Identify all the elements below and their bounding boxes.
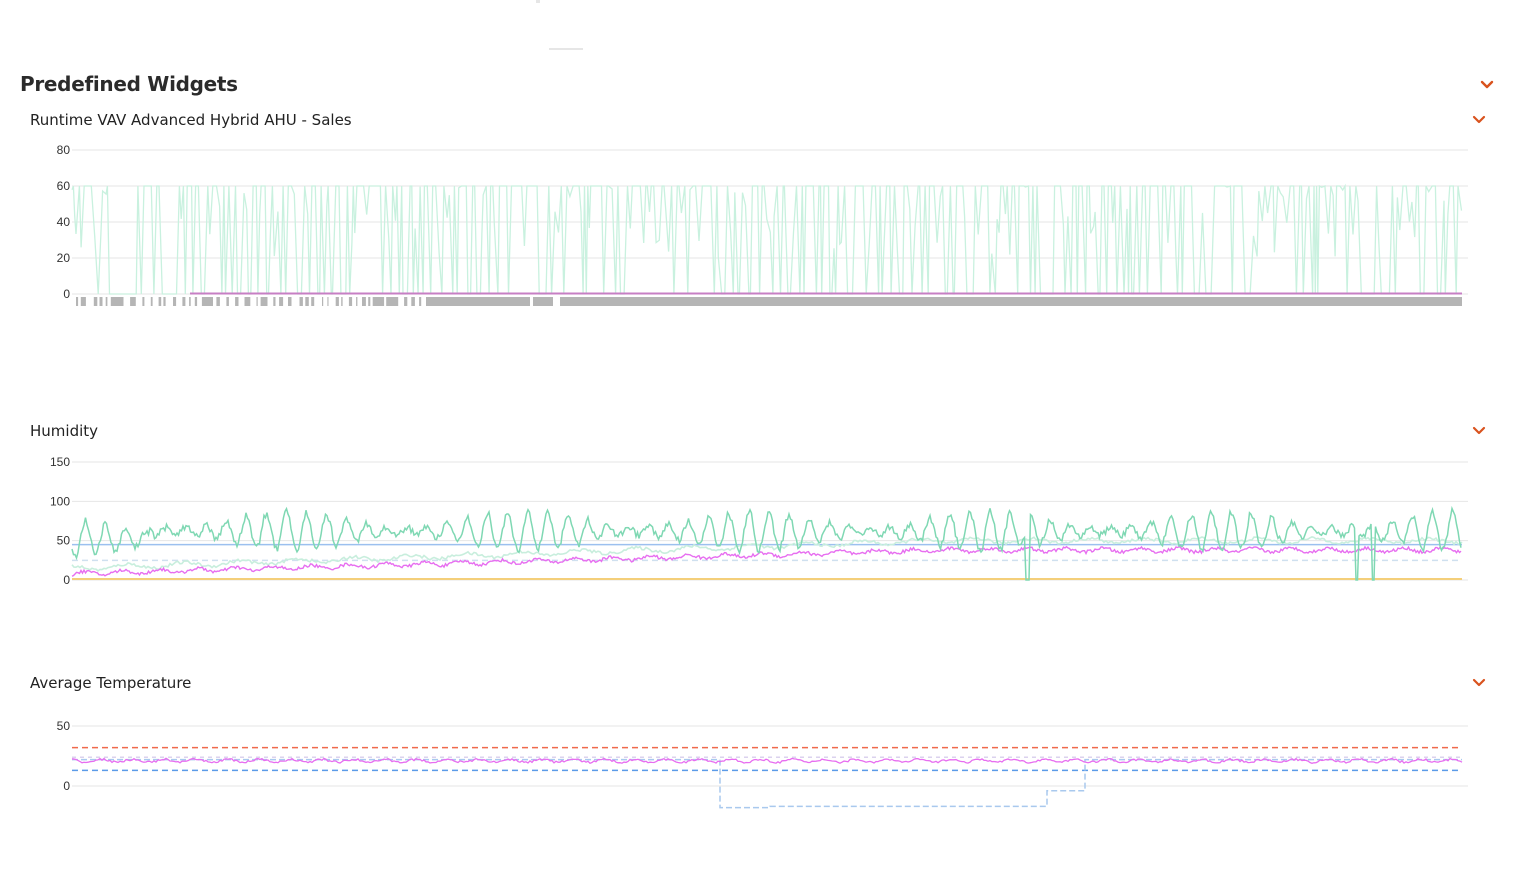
y-tick-label: 40 — [57, 215, 71, 229]
y-tick-label: 0 — [63, 287, 70, 301]
occupancy-segment — [299, 297, 303, 306]
section-title: Predefined Widgets — [20, 72, 238, 96]
y-tick-label: 80 — [57, 143, 71, 157]
occupancy-segment — [356, 297, 358, 306]
y-tick-label: 60 — [57, 179, 71, 193]
runtime-series-line — [71, 183, 1463, 295]
occupancy-segment — [348, 297, 353, 306]
occupancy-segment — [327, 297, 329, 306]
occupancy-segment — [226, 297, 229, 306]
occupancy-segment — [182, 297, 186, 306]
humidity-chart: 150 100 50 0 — [50, 455, 1468, 587]
occupancy-segment — [279, 297, 284, 306]
y-tick-label: 0 — [63, 573, 70, 587]
occupancy-segment — [99, 297, 103, 306]
occupancy-segment — [368, 297, 371, 306]
y-tick-label: 20 — [57, 251, 71, 265]
y-tick-label: 100 — [50, 494, 70, 508]
temp-zone-line — [71, 757, 1463, 764]
occupancy-segment — [194, 297, 198, 306]
occupancy-segment — [76, 297, 79, 306]
chevron-down-icon[interactable] — [1472, 426, 1486, 436]
occupancy-segment — [142, 297, 145, 306]
y-tick-label: 50 — [57, 534, 71, 548]
occupancy-segment — [362, 297, 366, 306]
occupancy-segment — [426, 297, 530, 306]
occupancy-segment — [305, 297, 309, 306]
occupancy-segment — [105, 297, 108, 306]
occupancy-segment — [386, 297, 399, 306]
occupancy-segment — [201, 297, 213, 306]
chevron-down-icon[interactable] — [1472, 678, 1486, 688]
occupancy-segment — [533, 297, 553, 306]
occupancy-segment — [216, 297, 220, 306]
occupancy-segment — [244, 297, 251, 306]
occupancy-segment — [260, 297, 268, 306]
occupancy-segment — [189, 297, 191, 306]
y-tick-label: 150 — [50, 455, 70, 469]
occupancy-segment — [419, 297, 422, 306]
occupancy-segment — [150, 297, 153, 306]
widget-title-average-temperature: Average Temperature — [30, 674, 192, 692]
occupancy-segment — [80, 297, 86, 306]
occupancy-segment — [173, 297, 177, 306]
occupancy-segment — [256, 297, 258, 306]
humidity-series-magenta — [71, 545, 1462, 577]
humidity-series-main — [71, 505, 1462, 581]
header-artifact — [549, 48, 583, 50]
temp-stepped-dashed-line — [72, 758, 1462, 809]
humidity-series-light — [71, 536, 1463, 572]
occupancy-segment — [322, 297, 324, 306]
section-collapse-chevron-icon[interactable] — [1480, 80, 1494, 90]
occupancy-segment — [341, 297, 343, 306]
occupancy-segment — [130, 297, 136, 306]
occupancy-segment — [311, 297, 315, 306]
runtime-chart: 80 60 40 20 0 — [57, 143, 1468, 306]
y-tick-label: 50 — [57, 719, 71, 733]
occupancy-segment — [560, 297, 1462, 306]
occupancy-segment — [288, 297, 292, 306]
occupancy-segment — [163, 297, 166, 306]
occupancy-segment — [273, 297, 276, 306]
widget-title-runtime: Runtime VAV Advanced Hybrid AHU - Sales — [30, 111, 352, 129]
occupancy-segment — [93, 297, 98, 306]
occupancy-segment — [111, 297, 123, 306]
occupancy-segment — [411, 297, 415, 306]
average-temperature-chart: 50 0 — [57, 719, 1468, 809]
occupancy-segment — [158, 297, 162, 306]
chevron-down-icon[interactable] — [1472, 115, 1486, 125]
occupancy-segment — [372, 297, 385, 306]
occupancy-segment — [235, 297, 239, 306]
occupancy-segment — [335, 297, 339, 306]
widget-title-humidity: Humidity — [30, 422, 99, 440]
y-tick-label: 0 — [63, 779, 70, 793]
header-artifact — [536, 0, 540, 3]
occupancy-segment — [404, 297, 408, 306]
